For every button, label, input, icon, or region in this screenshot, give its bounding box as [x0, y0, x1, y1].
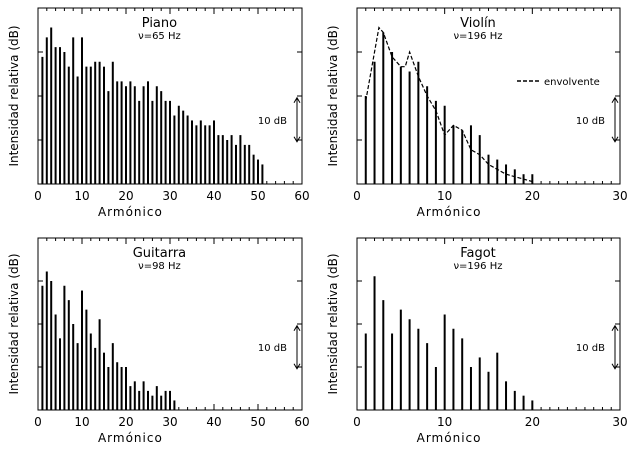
- x-tick-label: 30: [162, 189, 177, 203]
- x-tick-label: 10: [437, 415, 452, 429]
- y-axis-label: Intensidad relativa (dB): [7, 25, 21, 166]
- scale-arrow-head-down: [611, 136, 619, 143]
- y-axis-label: Intensidad relativa (dB): [326, 25, 340, 166]
- x-axis-label: Armónico: [98, 431, 163, 445]
- x-tick-label: 20: [525, 415, 540, 429]
- x-tick-label: 0: [34, 189, 42, 203]
- scale-arrow-head-up: [611, 96, 619, 104]
- chart-subtitle: ν=65 Hz: [138, 31, 181, 42]
- x-tick-label: 40: [206, 189, 221, 203]
- chart-title: Piano: [142, 16, 177, 31]
- x-tick-label: 10: [437, 189, 452, 203]
- x-tick-label: 60: [294, 415, 309, 429]
- x-tick-label: 20: [118, 415, 133, 429]
- x-tick-label: 10: [74, 415, 89, 429]
- chart-panel-3: 0 10 20 30 40 50 60 Armónico Intensidad relativa…: [7, 237, 310, 445]
- legend-label: envolvente: [544, 77, 600, 88]
- x-tick-label: 50: [250, 189, 265, 203]
- x-tick-label: 10: [74, 189, 89, 203]
- x-tick-label: 20: [525, 189, 540, 203]
- chart-panel-1: 0 10 20 30 40 50 60 Armónico Intensidad relativa…: [7, 7, 310, 219]
- scale-arrow-head-down: [293, 136, 301, 143]
- chart-title: Guitarra: [133, 246, 186, 261]
- x-tick-label: 0: [353, 189, 361, 203]
- x-axis-label: Armónico: [417, 205, 482, 219]
- chart-panel-4: 0 10 20 30 Armónico Intensidad relativa (dB) F…: [326, 237, 628, 445]
- scale-label: 10 dB: [258, 116, 287, 127]
- chart-subtitle: ν=196 Hz: [453, 261, 502, 272]
- envelope-line: [365, 26, 533, 183]
- x-tick-label: 40: [206, 415, 221, 429]
- scale-arrow-head-down: [611, 363, 619, 370]
- x-tick-label: 30: [162, 415, 177, 429]
- x-tick-label: 30: [612, 415, 627, 429]
- scale-label: 10 dB: [576, 343, 605, 354]
- x-tick-label: 60: [294, 189, 309, 203]
- scale-arrow-head-up: [293, 324, 301, 331]
- chart-title: Violín: [460, 16, 496, 31]
- scale-arrow-head-down: [293, 363, 301, 370]
- x-tick-label: 20: [118, 189, 133, 203]
- x-tick-label: 50: [250, 415, 265, 429]
- x-tick-label: 0: [353, 415, 361, 429]
- chart-title: Fagot: [460, 246, 496, 261]
- scale-label: 10 dB: [576, 116, 605, 127]
- scale-arrow-head-up: [611, 324, 619, 331]
- x-axis-label: Armónico: [417, 431, 482, 445]
- y-axis-label: Intensidad relativa (dB): [326, 253, 340, 394]
- y-axis-label: Intensidad relativa (dB): [7, 253, 21, 394]
- x-tick-label: 30: [612, 189, 627, 203]
- chart-panel-2: 0 10 20 30 Armónico Intensidad relativa (dB) V…: [326, 7, 628, 219]
- x-tick-label: 0: [34, 415, 42, 429]
- chart-subtitle: ν=98 Hz: [138, 261, 181, 272]
- scale-label: 10 dB: [258, 343, 287, 354]
- x-axis-label: Armónico: [98, 205, 163, 219]
- scale-arrow-head-up: [293, 96, 301, 104]
- chart-subtitle: ν=196 Hz: [453, 31, 502, 42]
